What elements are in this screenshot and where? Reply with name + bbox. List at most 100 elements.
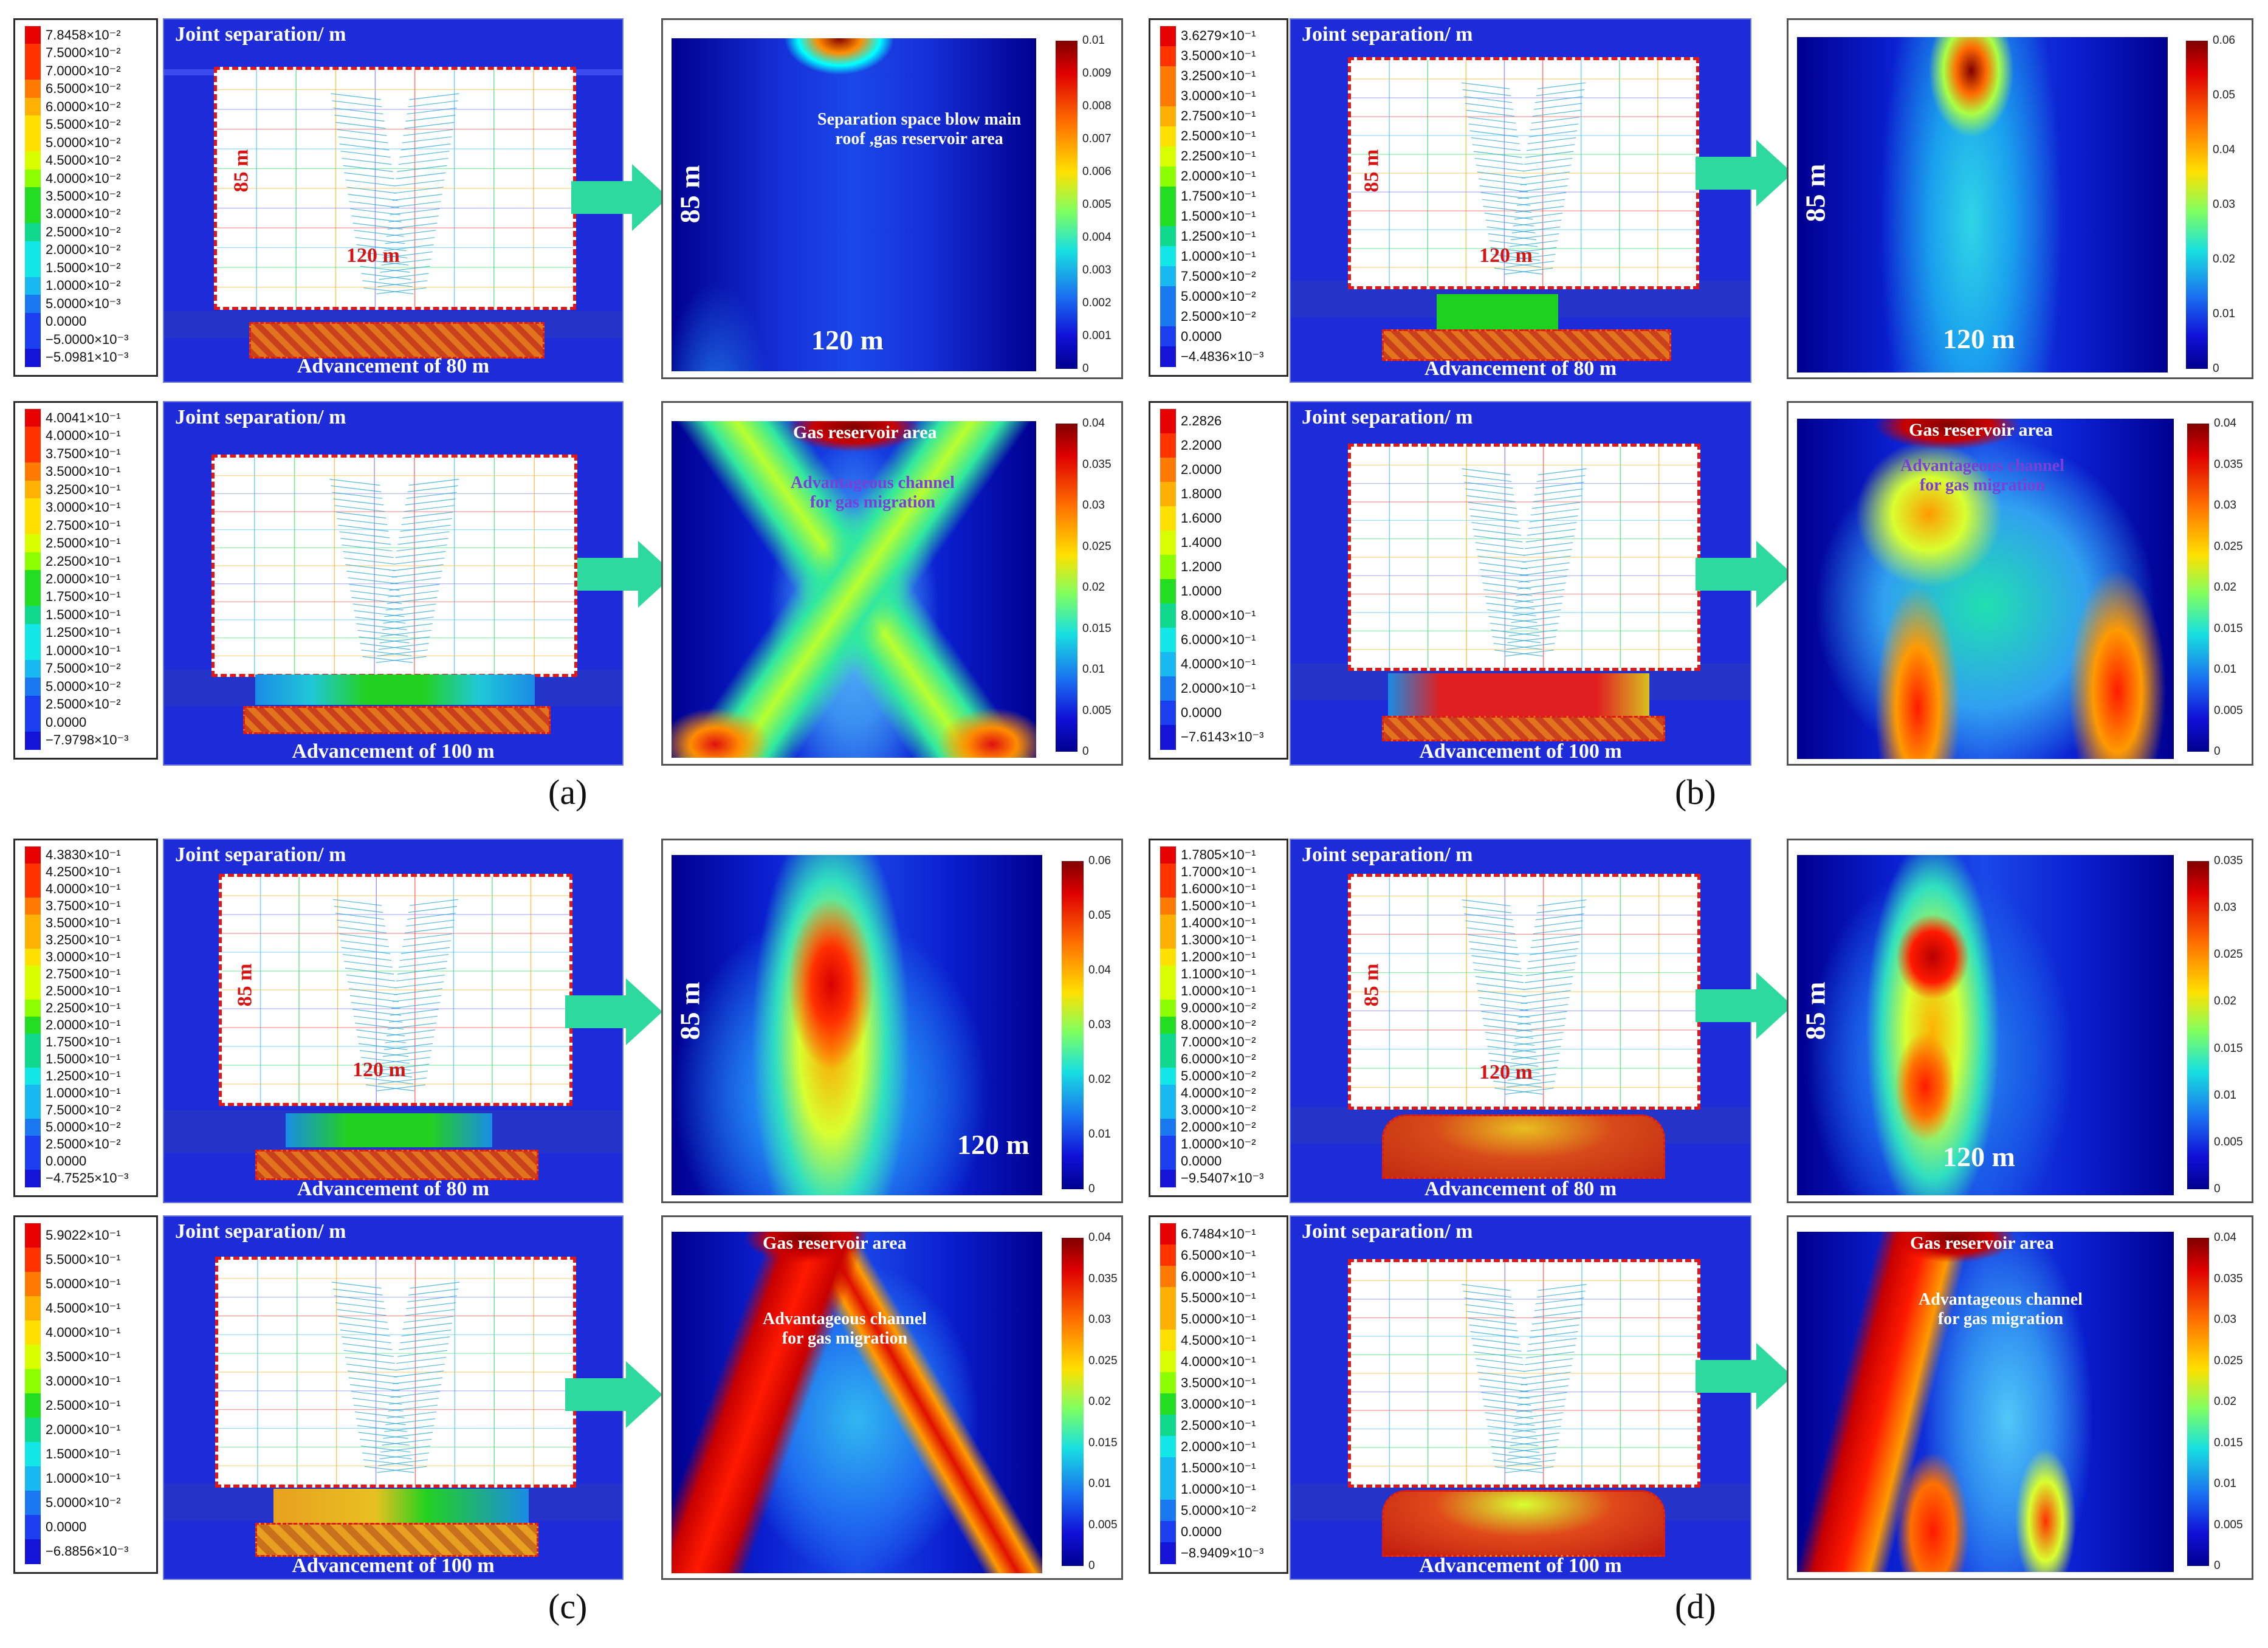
advancement-label: Advancement of 100 m [1419,740,1622,763]
legend-value: 2.0000×10⁻¹ [46,1422,121,1437]
legend-value: 5.0000×10⁻³ [46,295,121,311]
heatmap-a-80: 85 m 120 m Separation space blow main ro… [661,18,1123,379]
legend-value: −7.6143×10⁻³ [1181,729,1264,744]
gas-reservoir-label: Gas reservoir area [763,1233,907,1253]
legend-swatch [25,949,41,966]
legend-value: 1.2000 [1181,559,1222,574]
legend-swatch [25,1085,41,1102]
legend-swatch [25,26,41,45]
legend-value: 6.0000×10⁻² [1181,1051,1256,1066]
legend-value: 1.0000×10⁻¹ [46,1085,121,1100]
legend-swatch [25,1345,41,1370]
legend-swatch [25,1051,41,1068]
separation-zone [1348,1259,1700,1488]
colorbar-tick: 0.01 [1088,1477,1111,1490]
colorbar-tick: 0 [2214,1559,2221,1572]
arrow-icon [1696,1343,1793,1410]
colorbar [1056,41,1077,369]
goaf-zone [249,322,545,359]
legend-swatch [1160,1245,1176,1266]
legend-value: 5.9022×10⁻¹ [46,1227,121,1243]
legend-value: 1.5000×10⁻¹ [46,1051,121,1066]
legend-value: 4.5000×10⁻¹ [46,1300,121,1316]
model-a-80: Joint separation/ m 85 m 120 m Advanceme… [163,18,624,383]
legend-swatch [1160,555,1176,580]
colorbar-tick: 0 [2214,1183,2221,1195]
gas-reservoir-label: Gas reservoir area [1909,420,2053,440]
colorbar-tick: 0.05 [1088,909,1111,922]
legend-swatch [25,133,41,153]
legend-swatch [1160,126,1176,147]
legend-value: 7.5000×10⁻² [46,45,121,61]
legend-swatch [1160,1330,1176,1351]
heatmap-b-80: 85 m 120 m 0.06 0.05 0.04 0.03 0.02 0.01 0 [1787,18,2253,379]
colorbar [1062,861,1084,1189]
legend-swatch [25,983,41,1000]
legend-value: 1.5000×10⁻¹ [1181,1460,1256,1475]
legend-value: 1.1000×10⁻¹ [1181,966,1256,981]
legend-swatch [25,863,41,881]
gas-reservoir-label: Gas reservoir area [1910,1233,2054,1253]
legend-value: 3.2500×10⁻¹ [46,481,121,497]
legend-value: 3.7500×10⁻¹ [46,445,121,461]
legend-swatch [25,966,41,983]
legend-value: 2.2500×10⁻¹ [1181,148,1256,164]
colorbar-tick: 0.06 [1088,854,1111,867]
legend-value: 5.0000×10⁻¹ [1181,1311,1256,1327]
legend-swatch [1160,306,1176,328]
legend-swatch [25,427,41,445]
legend-swatch [1160,409,1176,434]
legend-value: 4.0000×10⁻² [46,170,121,186]
model-c-100: Joint separation/ m Advancement of 100 m [163,1215,624,1580]
dim-120-label: 120 m [1943,323,2015,354]
joint-grid [218,1260,573,1485]
arrow-icon [571,164,668,231]
legend-swatch [1160,66,1176,87]
legend-value: 5.5000×10⁻² [46,117,121,132]
note-line: Advantageous channel [763,1310,927,1328]
legend-swatch [25,1017,41,1034]
colorbar-tick: 0.01 [1082,34,1105,47]
colorbar-tick: 0.035 [1088,1272,1118,1285]
goaf-zone [1382,1490,1665,1557]
colorbar-tick: 0.01 [2214,663,2236,676]
legend-value: 7.5000×10⁻² [46,661,121,676]
legend-value: 1.3000×10⁻¹ [1181,932,1256,947]
legend-swatch [1160,1034,1176,1051]
colorbar-tick: 0.02 [2214,1395,2236,1408]
legend-value: 4.0000×10⁻¹ [46,428,121,444]
legend-value: 2.2500×10⁻¹ [46,1000,121,1015]
legend-value: 3.0000×10⁻¹ [46,500,121,515]
colorbar-tick: 0.03 [2213,198,2235,211]
legend-swatch [1160,949,1176,966]
channel-note: Advantageous channel for gas migration [1919,1290,2083,1329]
legend-value: 1.2500×10⁻¹ [46,625,121,640]
legend-value: 7.8458×10⁻² [46,27,121,43]
gas-reservoir-label: Gas reservoir area [793,422,937,442]
legend-value: 2.5000×10⁻¹ [1181,128,1256,144]
separation-zone [1348,57,1699,289]
arrow-icon [565,1361,662,1428]
legend-swatch [1160,146,1176,167]
heatmap-d-80: 85 m 120 m 0.035 0.03 0.025 0.02 0.015 0.01 0.… [1787,839,2253,1203]
legend-value: 8.0000×10⁻² [1181,1017,1256,1032]
legend-swatch [1160,676,1176,701]
colorbar-tick: 0.03 [1088,1313,1111,1326]
legend-value: 3.5000×10⁻¹ [1181,1375,1256,1390]
model-b-100: Joint separation/ m Advancement of 100 m [1290,401,1751,766]
legend-swatch [25,80,41,98]
legend-value: 4.0041×10⁻¹ [46,410,121,425]
legend-value: 1.6000×10⁻¹ [1181,881,1256,896]
legend-swatch [25,1466,41,1491]
legend-value: 6.7484×10⁻¹ [1181,1226,1256,1241]
legend-swatch [1160,26,1176,47]
legend-value: 2.7500×10⁻¹ [1181,108,1256,124]
legend-swatch [25,97,41,117]
colorbar-tick: 0.02 [2213,253,2235,266]
colorbar-tick: 0 [1082,745,1089,758]
colorbar-tick: 0 [1088,1183,1095,1195]
roof-block [1437,294,1558,331]
legend-swatch [25,881,41,898]
legend-value: 1.8000 [1181,486,1222,501]
legend-swatch [1160,1393,1176,1415]
